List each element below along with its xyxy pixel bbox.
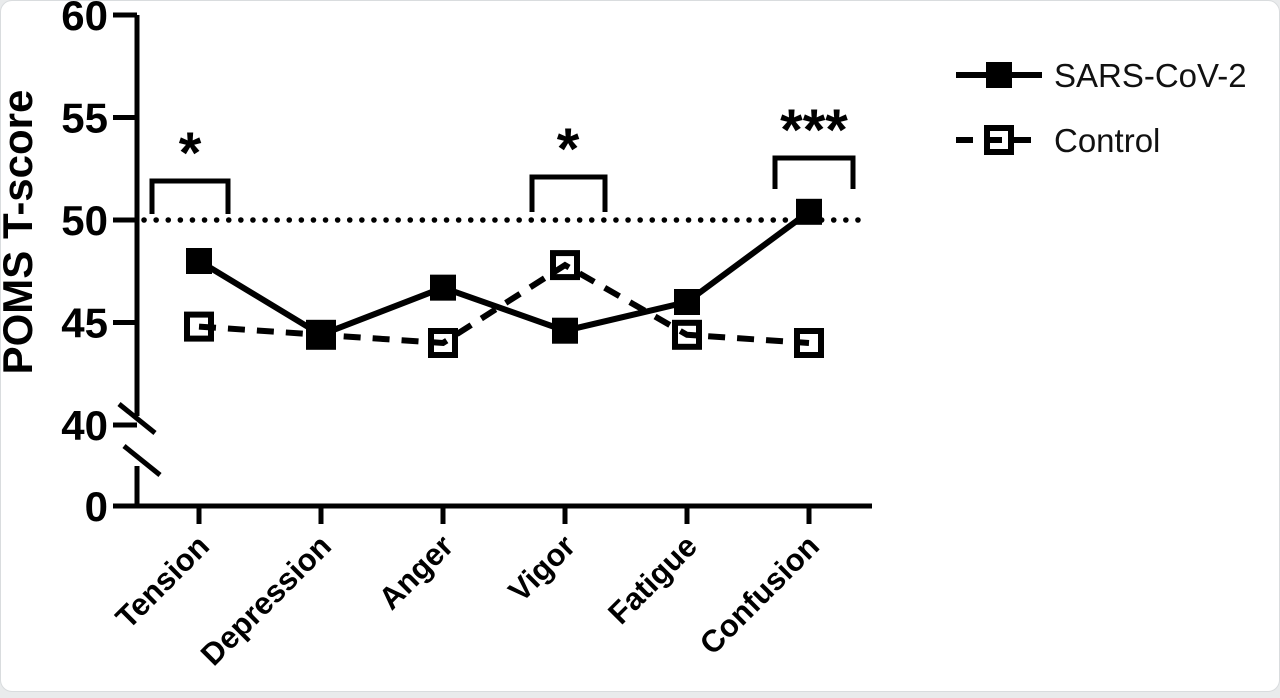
x-tick-label-vigor: Vigor (502, 528, 582, 608)
marker-sars-cov-2-tension (186, 248, 212, 274)
y-tick-label-45: 45 (61, 300, 108, 347)
marker-control-fatigue (672, 319, 702, 350)
y-tick-label-60: 60 (61, 0, 108, 39)
x-tick-label-depression: Depression (194, 528, 338, 672)
significance-asterisk-confusion: *** (780, 98, 848, 163)
significance-asterisk-vigor: * (557, 117, 580, 182)
marker-control-vigor (550, 250, 580, 281)
marker-sars-cov-2-depression (308, 321, 334, 348)
y-tick-label-40: 40 (61, 402, 108, 449)
marker-sars-cov-2-vigor (552, 317, 578, 344)
significance-asterisk-tension: * (179, 121, 202, 186)
x-tick-label-anger: Anger (372, 528, 460, 616)
axis-break-mark-lower (122, 444, 162, 477)
significance-bracket-vigor (529, 174, 608, 212)
y-axis-title: POMS T-score (0, 90, 41, 375)
series-line-sars-cov-2 (197, 209, 811, 339)
marker-control-tension (184, 311, 214, 342)
x-tick-label-confusion: Confusion (693, 528, 826, 661)
series-layer (184, 198, 824, 358)
legend-marker-filled-square-icon (986, 62, 1012, 88)
legend-label-control: Control (1054, 122, 1160, 159)
y-tick-label-55: 55 (61, 95, 108, 142)
legend: SARS-CoV-2 Control (956, 57, 1247, 159)
marker-sars-cov-2-anger (430, 274, 456, 301)
legend-label-sars-cov-2: SARS-CoV-2 (1054, 57, 1247, 94)
y-tick-label-50: 50 (61, 197, 108, 244)
axis-break-mark-upper (117, 402, 157, 435)
significance-bracket-confusion (772, 155, 856, 189)
marker-sars-cov-2-fatigue (674, 289, 700, 315)
x-tick-label-fatigue: Fatigue (601, 528, 704, 631)
y-tick-label-0: 0 (85, 483, 108, 530)
marker-sars-cov-2-confusion (796, 198, 822, 225)
marker-control-anger (428, 328, 458, 358)
x-tick-label-tension: Tension (109, 528, 216, 635)
marker-control-confusion (794, 328, 824, 358)
significance-bracket-tension (149, 178, 231, 214)
legend-marker-open-square-icon (984, 125, 1014, 155)
series-line-control (198, 261, 810, 347)
